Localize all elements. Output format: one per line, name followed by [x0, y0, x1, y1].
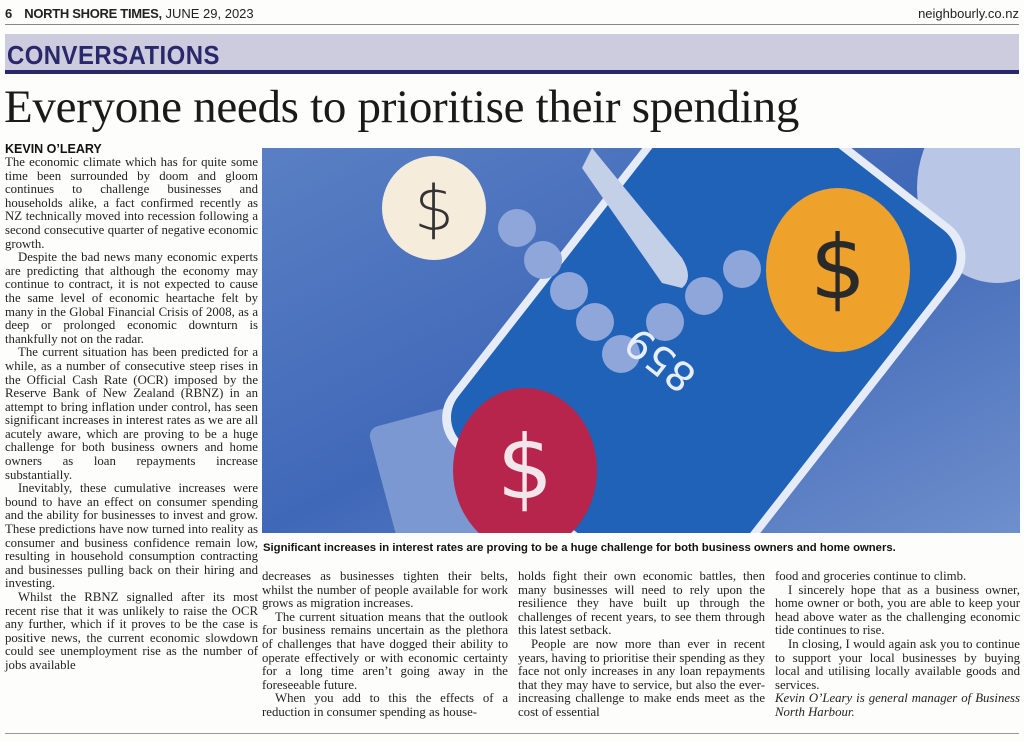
coin-orange-icon: $	[766, 188, 910, 352]
article-column-1: KEVIN O’LEARY The economic climate which…	[5, 142, 258, 673]
paragraph: The current situation means that the out…	[262, 609, 508, 692]
publication-name: NORTH SHORE TIMES,	[24, 5, 162, 21]
svg-text:$: $	[497, 416, 553, 519]
footer-rule	[5, 733, 1019, 734]
paragraph: Despite the bad news many economic exper…	[5, 250, 258, 346]
section-banner: CONVERSATIONS	[5, 34, 1019, 74]
paragraph: The economic climate which has for quite…	[5, 155, 258, 251]
paragraph: People are now more than ever in recent …	[518, 636, 765, 719]
article-column-4: food and groceries continue to climb. I s…	[775, 569, 1020, 720]
page-header: 6 NORTH SHORE TIMES, JUNE 29, 2023 neighb…	[5, 4, 1019, 22]
paragraph: The current situation has been predicted…	[5, 345, 258, 482]
photo-caption: Significant increases in interest rates …	[263, 542, 896, 554]
page-number: 6	[5, 5, 13, 21]
paragraph: decreases as businesses tighten their be…	[262, 569, 508, 611]
issue-date: JUNE 29, 2023	[165, 5, 254, 21]
header-rule	[5, 24, 1019, 25]
section-title: CONVERSATIONS	[7, 40, 220, 70]
article-column-3: holds fight their own economic battles, …	[518, 569, 765, 720]
paragraph: Whilst the RBNZ signalled after its most…	[5, 590, 258, 672]
paragraph: Inevitably, these cumulative increases w…	[5, 481, 258, 591]
byline: KEVIN O’LEARY	[5, 142, 102, 156]
paragraph: food and groceries continue to climb.	[775, 569, 967, 583]
svg-text:$: $	[810, 216, 866, 319]
svg-text:$: $	[414, 172, 453, 245]
website: neighbourly.co.nz	[918, 5, 1019, 21]
coin-cream-icon: $	[382, 156, 486, 260]
article-photo: 859 $ $ $	[262, 148, 1020, 533]
headline: Everyone needs to prioritise their spend…	[4, 81, 800, 133]
article-column-2: decreases as businesses tighten their be…	[262, 569, 508, 720]
paragraph: When you add to this the effects of a re…	[262, 691, 508, 719]
paragraph: I sincerely hope that as a business owne…	[775, 582, 1020, 638]
paragraph: In closing, I would again ask you to con…	[775, 636, 1020, 692]
coin-red-icon: $	[453, 388, 597, 533]
paragraph: holds fight their own economic battles, …	[518, 569, 765, 638]
author-bio: Kevin O’Leary is general manager of Busi…	[775, 691, 1020, 719]
